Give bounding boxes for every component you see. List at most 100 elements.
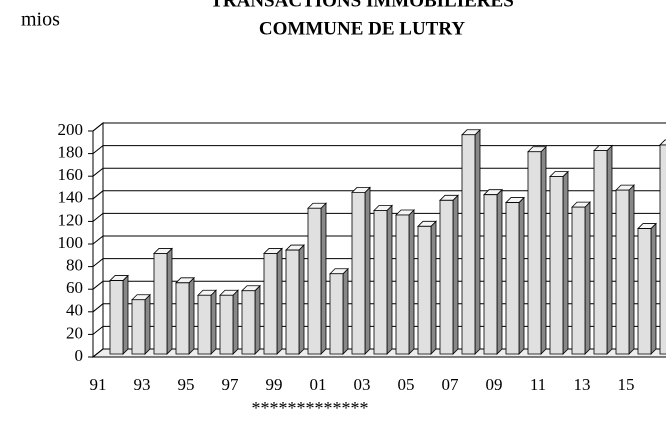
x-tick-label: 11: [530, 375, 546, 394]
x-tick-label: 15: [618, 375, 635, 394]
y-tick-label: 160: [58, 165, 84, 184]
bar: [549, 170, 569, 355]
bar: [417, 220, 437, 355]
y-tick-label: 40: [66, 301, 83, 320]
bar-side: [650, 222, 657, 355]
bar: [307, 202, 327, 355]
bar-front: [241, 290, 256, 355]
bar-front: [659, 144, 666, 355]
bar-front: [483, 194, 498, 355]
bar: [527, 145, 547, 355]
bar-side: [144, 293, 151, 355]
annotation: *************: [252, 398, 369, 418]
y-tick-label: 60: [66, 278, 83, 297]
bar-front: [175, 282, 190, 355]
y-tick-label: 140: [58, 188, 84, 207]
bar: [571, 201, 591, 355]
bar-side: [452, 194, 459, 355]
x-tick-label: 01: [310, 375, 327, 394]
bar: [615, 184, 635, 355]
grid-line: [92, 145, 666, 154]
bar-side: [320, 202, 327, 355]
grid-line: [92, 122, 666, 132]
bar: [593, 144, 613, 355]
bar: [109, 274, 129, 355]
bar-side: [408, 209, 415, 355]
bar-side: [364, 186, 371, 355]
bar-front: [263, 253, 278, 355]
bar: [131, 293, 151, 355]
bar-front: [395, 214, 410, 355]
bar-front: [197, 294, 212, 355]
bar-side: [254, 284, 261, 355]
bar: [439, 194, 459, 355]
bar: [219, 289, 239, 355]
x-tick-label: 05: [398, 375, 415, 394]
bar: [329, 267, 349, 355]
bar-side: [606, 144, 613, 355]
bar: [483, 188, 503, 355]
bar-front: [571, 206, 586, 355]
bar-side: [298, 244, 305, 355]
chart-subtitle: COMMUNE DE LUTRY: [259, 18, 465, 39]
x-tick-label: 95: [178, 375, 195, 394]
bar-side: [210, 289, 217, 355]
bar-front: [307, 207, 322, 355]
bar-front: [351, 192, 366, 355]
bar-front: [131, 299, 146, 355]
bar-side: [166, 247, 173, 355]
bar-side: [584, 201, 591, 355]
bar-front: [373, 210, 388, 355]
bar: [395, 209, 415, 355]
bar-front: [461, 134, 476, 355]
bar-side: [562, 170, 569, 355]
x-tick-label: 91: [90, 375, 107, 394]
bar-front: [593, 150, 608, 355]
bar: [461, 128, 481, 355]
x-tick-label: 99: [266, 375, 283, 394]
bar: [263, 247, 283, 355]
bar-side: [188, 276, 195, 355]
bar-side: [518, 196, 525, 355]
y-tick-label: 80: [66, 256, 83, 275]
x-tick-label: 03: [354, 375, 371, 394]
bar-front: [219, 294, 234, 355]
bar-side: [474, 128, 481, 355]
bar-side: [342, 267, 349, 355]
x-tick-label: 09: [486, 375, 503, 394]
x-tick-label: 93: [134, 375, 151, 394]
x-tick-label: 07: [442, 375, 460, 394]
y-tick-label: 100: [58, 233, 84, 252]
bar: [637, 222, 657, 355]
bar-side: [386, 204, 393, 355]
y-tick-label: 120: [58, 210, 84, 229]
bar-side: [540, 145, 547, 355]
bar-side: [430, 220, 437, 355]
y-tick-label: 200: [58, 120, 84, 139]
bar: [285, 244, 305, 355]
bar-side: [276, 247, 283, 355]
bar-front: [329, 273, 344, 355]
bar-front: [505, 202, 520, 355]
bar-front: [285, 249, 300, 355]
bar-side: [628, 184, 635, 355]
bar-front: [527, 151, 542, 355]
bar-front: [637, 228, 652, 355]
bar: [241, 284, 261, 355]
x-tick-label: 13: [574, 375, 591, 394]
bar-side: [232, 289, 239, 355]
y-tick-label: 0: [75, 346, 84, 365]
bar-front: [549, 176, 564, 355]
x-tick-label: 97: [222, 375, 240, 394]
bar-front: [615, 189, 630, 355]
bar: [659, 139, 666, 355]
bar-front: [439, 199, 454, 355]
bar-top: [659, 139, 666, 146]
bar-front: [153, 253, 168, 355]
bar-front: [417, 225, 432, 355]
y-tick-label: 180: [58, 143, 84, 162]
bar: [351, 186, 371, 355]
bar: [505, 196, 525, 355]
bar-side: [496, 188, 503, 355]
